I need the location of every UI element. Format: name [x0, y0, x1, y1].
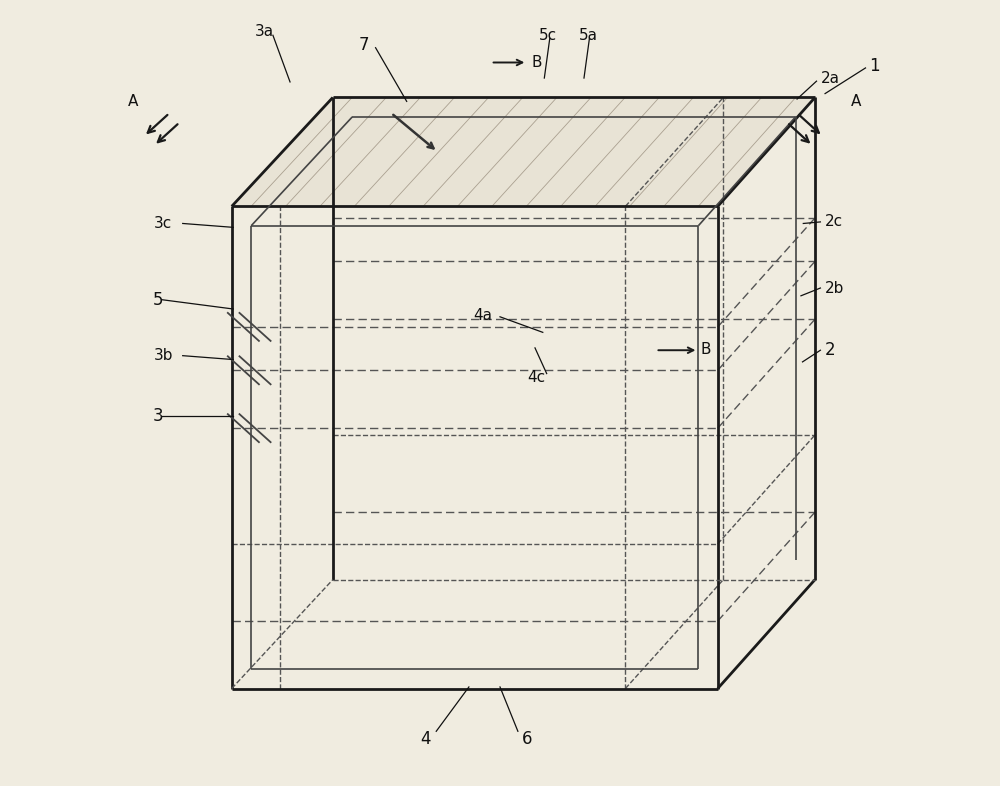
Text: 5a: 5a: [579, 28, 598, 42]
Text: B: B: [531, 55, 542, 70]
Text: 3a: 3a: [255, 24, 274, 39]
Text: 4c: 4c: [527, 370, 545, 385]
Text: A: A: [851, 94, 861, 109]
Text: 5: 5: [152, 291, 163, 309]
Text: 4a: 4a: [473, 308, 492, 323]
Text: 2: 2: [825, 341, 836, 359]
Text: 4: 4: [421, 730, 431, 748]
Text: B: B: [701, 342, 711, 357]
Polygon shape: [232, 97, 815, 207]
Text: 3c: 3c: [154, 216, 172, 231]
Text: 2b: 2b: [825, 281, 844, 296]
Text: 3: 3: [152, 407, 163, 425]
Text: 3b: 3b: [154, 348, 173, 363]
Text: A: A: [128, 94, 138, 109]
Text: 1: 1: [869, 57, 880, 75]
Text: 7: 7: [358, 35, 369, 53]
Text: 6: 6: [522, 730, 532, 748]
Text: 2c: 2c: [825, 215, 843, 230]
Text: 5c: 5c: [539, 28, 557, 42]
Text: 2a: 2a: [820, 71, 839, 86]
